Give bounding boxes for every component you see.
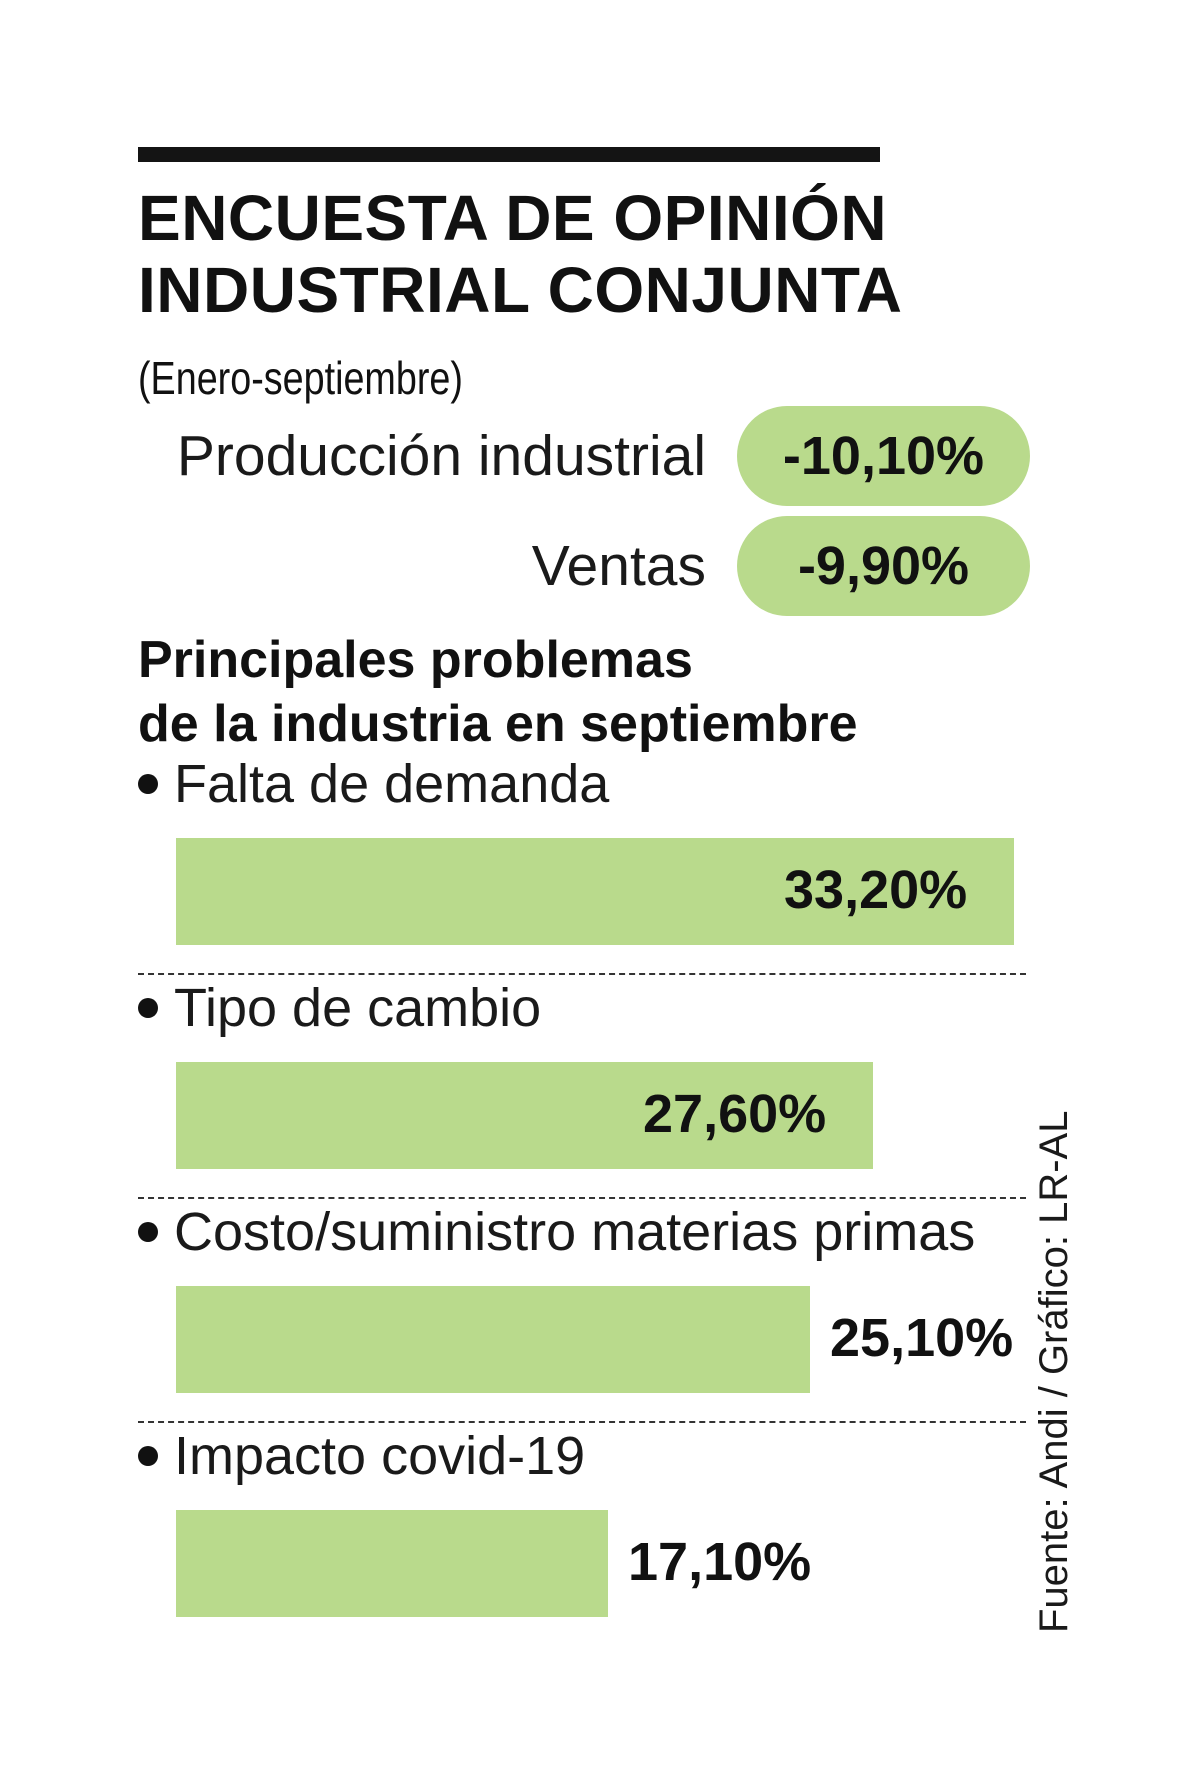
category-text: Tipo de cambio xyxy=(174,978,542,1038)
value-label: 25,10% xyxy=(830,1308,1014,1368)
kpi-label-ventas: Ventas xyxy=(531,534,706,598)
value-label: 17,10% xyxy=(628,1532,812,1592)
value-label: 33,20% xyxy=(784,860,968,920)
top-rule xyxy=(138,147,880,162)
section-title-line-2: de la industria en septiembre xyxy=(138,695,858,753)
bar xyxy=(176,1286,810,1393)
row-divider xyxy=(138,973,1026,975)
category-text: Falta de demanda xyxy=(174,754,610,814)
category-label: Impacto covid-19 xyxy=(138,1424,585,1488)
bullet-icon xyxy=(138,1222,158,1242)
title-line-2: INDUSTRIAL CONJUNTA xyxy=(138,254,903,326)
bullet-icon xyxy=(138,774,158,794)
bar xyxy=(176,838,1014,945)
category-label: Costo/suministro materias primas xyxy=(138,1200,975,1264)
kpi-label-produccion: Producción industrial xyxy=(176,424,706,488)
category-text: Impacto covid-19 xyxy=(174,1426,586,1486)
source-credit: Fuente: Andi / Gráfico: LR-AL xyxy=(1032,1110,1076,1633)
title-line-1: ENCUESTA DE OPINIÓN xyxy=(138,182,888,254)
bar xyxy=(176,1062,873,1169)
category-label: Falta de demanda xyxy=(138,752,609,816)
row-divider xyxy=(138,1421,1026,1423)
bullet-icon xyxy=(138,998,158,1018)
page-title: ENCUESTA DE OPINIÓN INDUSTRIAL CONJUNTA xyxy=(138,182,902,326)
bar xyxy=(176,1510,608,1617)
category-label: Tipo de cambio xyxy=(138,976,541,1040)
bullet-icon xyxy=(138,1446,158,1466)
subtitle: (Enero-septiembre) xyxy=(138,352,463,404)
row-divider xyxy=(138,1197,1026,1199)
kpi-value-ventas: -9,90% xyxy=(737,516,1030,616)
category-text: Costo/suministro materias primas xyxy=(174,1202,976,1262)
section-title: Principales problemas de la industria en… xyxy=(138,628,858,756)
section-title-line-1: Principales problemas xyxy=(138,631,693,689)
value-label: 27,60% xyxy=(643,1084,827,1144)
kpi-value-produccion: -10,10% xyxy=(737,406,1030,506)
